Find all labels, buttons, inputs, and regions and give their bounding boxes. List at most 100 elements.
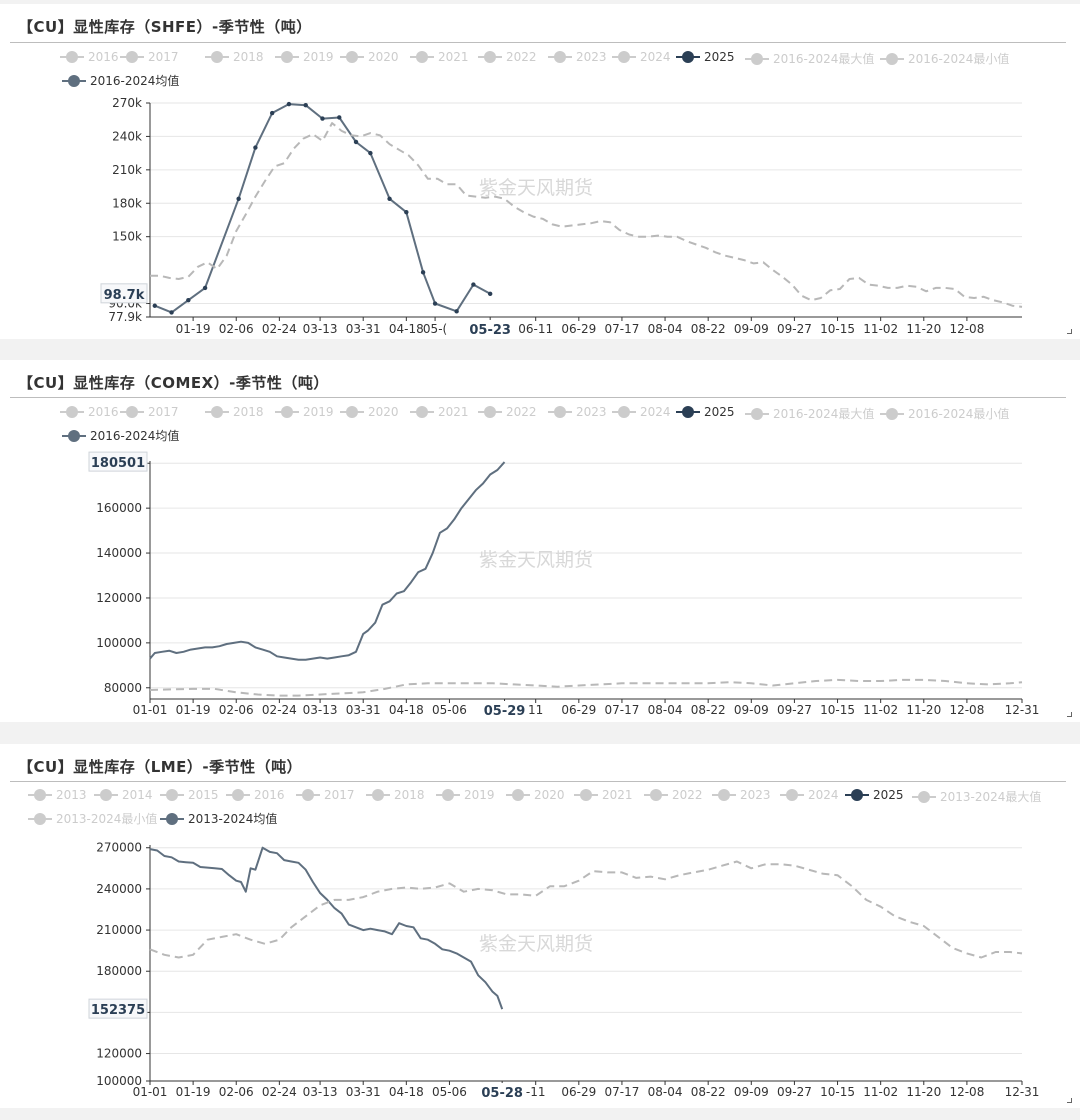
legend-item-2017[interactable]: 2017 <box>296 788 355 802</box>
y-pointer-box <box>88 451 148 472</box>
y-tick-label: 120000 <box>96 591 142 605</box>
series-line-2016-2024均值[interactable] <box>149 678 1023 697</box>
legend-item-2016-2024最大值[interactable]: 2016-2024最大值 <box>745 50 874 67</box>
data-point[interactable] <box>487 291 493 297</box>
legend-label: 2019 <box>303 405 334 419</box>
series-line-2013-2024均值[interactable] <box>149 860 1023 959</box>
legend-label: 2016 <box>88 405 119 419</box>
data-point[interactable] <box>420 270 426 275</box>
legend-item-2016[interactable]: 2016 <box>226 788 285 802</box>
resize-handle-icon[interactable] <box>1067 712 1072 717</box>
legend-item-2025[interactable]: 2025 <box>845 788 904 802</box>
legend-item-2013-2024最大值[interactable]: 2013-2024最大值 <box>912 788 1041 805</box>
data-point[interactable] <box>368 150 373 156</box>
data-point[interactable] <box>303 103 308 108</box>
legend-item-2024[interactable]: 2024 <box>612 405 671 419</box>
legend-item-2024[interactable]: 2024 <box>612 50 671 64</box>
legend-item-2016-2024最大值[interactable]: 2016-2024最大值 <box>745 405 874 422</box>
legend-item-2022[interactable]: 2022 <box>478 405 537 419</box>
legend-item-2013[interactable]: 2013 <box>28 788 87 802</box>
y-tick-label: 270k <box>112 96 142 110</box>
x-tick-label: 03-31 <box>346 703 381 717</box>
legend-marker-icon <box>296 789 320 801</box>
legend-item-2014[interactable]: 2014 <box>94 788 153 802</box>
legend-marker-icon <box>28 812 52 825</box>
legend-item-2018[interactable]: 2018 <box>366 788 425 802</box>
legend-item-2017[interactable]: 2017 <box>120 50 179 64</box>
series-line-2025[interactable] <box>154 103 491 314</box>
resize-handle-icon[interactable] <box>1067 329 1072 334</box>
data-point[interactable] <box>454 309 459 314</box>
data-point[interactable] <box>471 282 476 287</box>
legend-marker-icon <box>205 406 229 418</box>
legend-item-2016-2024均值[interactable]: 2016-2024均值 <box>62 72 179 89</box>
series-line-2025[interactable] <box>149 461 506 661</box>
legend-item-2018[interactable]: 2018 <box>205 50 264 64</box>
x-tick-label: 03-31 <box>346 1085 381 1099</box>
legend-marker-icon <box>548 406 572 418</box>
y-tick-label: 100000 <box>96 636 142 650</box>
x-tick-label: 03-13 <box>303 1085 338 1099</box>
legend-label: 2016-2024最小值 <box>908 52 1010 66</box>
data-point[interactable] <box>269 110 275 116</box>
resize-handle-icon[interactable] <box>1067 1098 1072 1103</box>
legend-item-2013-2024均值[interactable]: 2013-2024均值 <box>160 810 277 827</box>
legend-item-2025[interactable]: 2025 <box>676 405 735 419</box>
legend-item-2021[interactable]: 2021 <box>410 50 469 64</box>
legend-item-2016[interactable]: 2016 <box>60 405 119 419</box>
data-point[interactable] <box>404 209 409 215</box>
data-point[interactable] <box>253 145 258 150</box>
data-point[interactable] <box>202 285 208 291</box>
x-tick-label: 01-01 <box>133 1085 168 1099</box>
data-point[interactable] <box>236 196 241 202</box>
legend-item-2017[interactable]: 2017 <box>120 405 179 419</box>
legend-item-2020[interactable]: 2020 <box>340 50 399 64</box>
legend-item-2025[interactable]: 2025 <box>676 50 735 64</box>
legend-item-2019[interactable]: 2019 <box>436 788 495 802</box>
legend-item-2023[interactable]: 2023 <box>548 50 607 64</box>
chart-plot[interactable]: 紫金天风期货1800001600001400001200001000008000… <box>0 360 1080 722</box>
legend-item-2016-2024最小值[interactable]: 2016-2024最小值 <box>880 50 1009 67</box>
legend-item-2020[interactable]: 2020 <box>506 788 565 802</box>
chart-plot[interactable]: 紫金天风期货2700002400002100001800001500001200… <box>0 744 1080 1108</box>
x-tick-label: 12-31 <box>1005 703 1040 717</box>
series-line-2025[interactable] <box>149 846 504 1010</box>
legend-item-2019[interactable]: 2019 <box>275 50 334 64</box>
legend-item-2019[interactable]: 2019 <box>275 405 334 419</box>
legend-label: 2018 <box>233 405 264 419</box>
legend-marker-icon <box>745 407 769 420</box>
legend-label: 2023 <box>576 50 607 64</box>
series-line-2016-2024均值[interactable] <box>150 122 1023 308</box>
data-point[interactable] <box>387 196 392 202</box>
legend-item-2016-2024均值[interactable]: 2016-2024均值 <box>62 427 179 444</box>
data-point[interactable] <box>286 101 292 107</box>
legend-item-2023[interactable]: 2023 <box>712 788 771 802</box>
legend-marker-icon <box>880 407 904 420</box>
legend-item-2016[interactable]: 2016 <box>60 50 119 64</box>
data-point[interactable] <box>320 116 325 121</box>
legend-item-2020[interactable]: 2020 <box>340 405 399 419</box>
legend-label: 2019 <box>464 788 495 802</box>
legend-item-2024[interactable]: 2024 <box>780 788 839 802</box>
legend-item-2021[interactable]: 2021 <box>574 788 633 802</box>
data-point[interactable] <box>152 303 157 308</box>
legend-item-2022[interactable]: 2022 <box>644 788 703 802</box>
data-point[interactable] <box>353 139 359 145</box>
legend-label: 2017 <box>324 788 355 802</box>
legend-item-2018[interactable]: 2018 <box>205 405 264 419</box>
data-point[interactable] <box>432 301 438 306</box>
data-point[interactable] <box>337 115 342 120</box>
chart-plot[interactable]: 紫金天风期货270k240k210k180k150k90.0k77.9k01-1… <box>0 4 1080 339</box>
legend-marker-icon <box>120 406 144 418</box>
legend-item-2015[interactable]: 2015 <box>160 788 219 802</box>
data-point[interactable] <box>169 310 174 315</box>
data-point[interactable] <box>186 297 191 303</box>
x-tick-label: 09-27 <box>777 322 812 336</box>
legend-item-2016-2024最小值[interactable]: 2016-2024最小值 <box>880 405 1009 422</box>
legend-item-2023[interactable]: 2023 <box>548 405 607 419</box>
x-tick-label: 11-20 <box>906 703 941 717</box>
legend-item-2021[interactable]: 2021 <box>410 405 469 419</box>
legend-item-2022[interactable]: 2022 <box>478 50 537 64</box>
legend-item-2013-2024最小值[interactable]: 2013-2024最小值 <box>28 810 157 827</box>
x-tick-label: 10-15 <box>820 322 855 336</box>
